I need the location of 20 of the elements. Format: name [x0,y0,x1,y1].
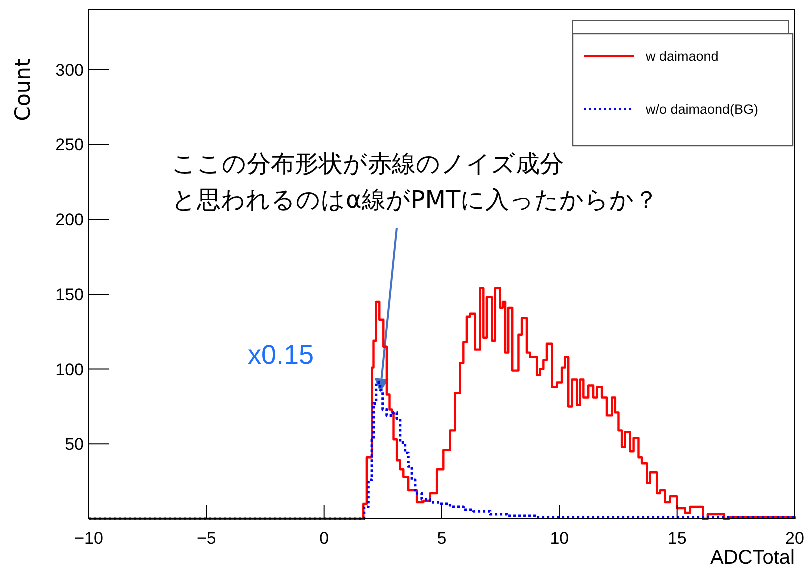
x-axis-title: ADCTotal [710,547,795,569]
annotation: x0.15 [248,340,314,370]
y-tick-label: 150 [56,285,84,304]
x-tick-label: 10 [550,529,570,548]
x-tick-label: 5 [437,529,447,548]
x-tick-label: −5 [196,529,216,548]
x-tick-label: −10 [74,529,104,548]
annotation: ここの分布形状が赤線のノイズ成分 [172,150,564,178]
y-tick-label: 300 [56,60,84,80]
legend-label: w/o daimaond(BG) [645,102,759,117]
x-tick-label: 20 [786,529,804,548]
y-axis-title: Count [11,58,35,122]
legend-label: w daimaond [645,49,719,64]
x-tick-label: 15 [668,529,687,548]
y-tick-label: 50 [65,435,84,454]
y-tick-label: 100 [56,360,84,380]
annotation: と思われるのはα線がPMTに入ったからか？ [172,186,659,214]
x-tick-label: 0 [320,529,330,548]
y-tick-label: 250 [56,136,84,155]
y-tick-label: 200 [56,210,84,230]
